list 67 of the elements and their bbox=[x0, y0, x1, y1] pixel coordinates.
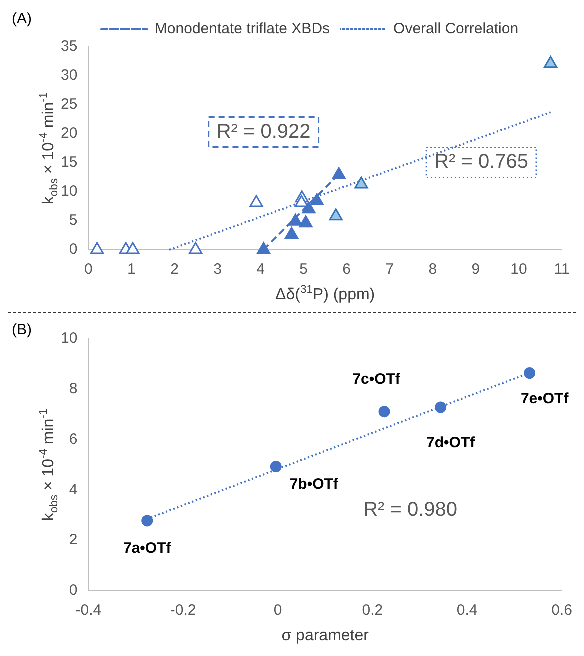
point bbox=[310, 194, 324, 206]
x-tick-label: 11 bbox=[554, 261, 570, 278]
point bbox=[284, 227, 299, 240]
point bbox=[302, 202, 316, 214]
y-tick-label: 30 bbox=[60, 67, 78, 84]
point bbox=[354, 176, 368, 189]
annotation: R² = 0.980 bbox=[364, 498, 458, 521]
annotation: 7b•OTf bbox=[290, 476, 340, 493]
point bbox=[189, 242, 203, 254]
point bbox=[435, 402, 447, 414]
annotation: 7c•OTf bbox=[352, 370, 402, 388]
point bbox=[90, 242, 104, 254]
point bbox=[142, 515, 154, 527]
x-tick-label: 5 bbox=[300, 261, 308, 278]
x-tick-label: 8 bbox=[428, 261, 438, 278]
annotation: R² = 0.922 bbox=[216, 120, 311, 143]
point bbox=[299, 216, 313, 228]
x-tick-label: -0.4 bbox=[76, 602, 102, 620]
x-tick-label: 0 bbox=[274, 602, 282, 620]
x-tick-label: 9 bbox=[472, 261, 480, 278]
y-tick-label: 25 bbox=[60, 96, 78, 114]
annotation: 7e•OTf bbox=[520, 390, 570, 408]
point bbox=[544, 56, 558, 68]
point bbox=[329, 208, 343, 221]
x-tick-label: 10 bbox=[510, 261, 528, 278]
x-tick-label: 1 bbox=[128, 261, 136, 278]
y-tick-label: 8 bbox=[69, 380, 78, 398]
point bbox=[524, 368, 536, 380]
annotation: 7d•OTf bbox=[426, 434, 476, 452]
y-tick-label: 0 bbox=[69, 582, 78, 600]
y-axis-title: kobs × 10-4 min-1 bbox=[38, 408, 61, 522]
legend-label: Overall Correlation bbox=[394, 20, 519, 38]
x-tick-label: 3 bbox=[214, 261, 222, 278]
y-tick-label: 5 bbox=[69, 212, 78, 230]
point bbox=[332, 167, 346, 180]
point bbox=[270, 461, 282, 473]
x-axis-title: σ parameter bbox=[282, 628, 370, 645]
point bbox=[257, 242, 271, 254]
x-tick-label: 0 bbox=[84, 261, 93, 278]
x-tick-label: 7 bbox=[386, 261, 394, 278]
y-tick-label: 10 bbox=[60, 183, 78, 200]
y-tick-label: 35 bbox=[60, 38, 78, 56]
y-tick-label: 0 bbox=[69, 241, 78, 258]
point bbox=[126, 242, 140, 254]
y-tick-label: 4 bbox=[69, 481, 78, 498]
x-tick-label: 6 bbox=[342, 261, 352, 278]
y-tick-label: 6 bbox=[69, 430, 78, 448]
x-tick-label: 4 bbox=[256, 261, 265, 278]
x-tick-label: 2 bbox=[170, 261, 179, 278]
chart-title: (A) bbox=[12, 10, 32, 28]
point bbox=[294, 195, 308, 208]
x-tick-label: 0.2 bbox=[362, 602, 384, 620]
y-tick-label: 2 bbox=[69, 532, 78, 549]
legend-label: Monodentate triflate XBDs bbox=[154, 20, 330, 38]
x-tick-label: -0.2 bbox=[170, 602, 196, 620]
point bbox=[250, 195, 264, 208]
annotation: 7a•OTf bbox=[123, 540, 172, 558]
x-tick-label: 0.6 bbox=[552, 602, 572, 620]
point bbox=[378, 406, 390, 418]
point bbox=[288, 214, 302, 226]
annotation: R² = 0.765 bbox=[434, 151, 529, 174]
y-tick-label: 20 bbox=[60, 125, 78, 142]
y-axis-title: kobs × 10-4 min-1 bbox=[38, 92, 61, 205]
chart-title: (B) bbox=[12, 322, 32, 339]
y-tick-label: 15 bbox=[60, 154, 78, 172]
x-tick-label: 0.4 bbox=[456, 602, 478, 620]
y-tick-label: 10 bbox=[60, 330, 78, 348]
